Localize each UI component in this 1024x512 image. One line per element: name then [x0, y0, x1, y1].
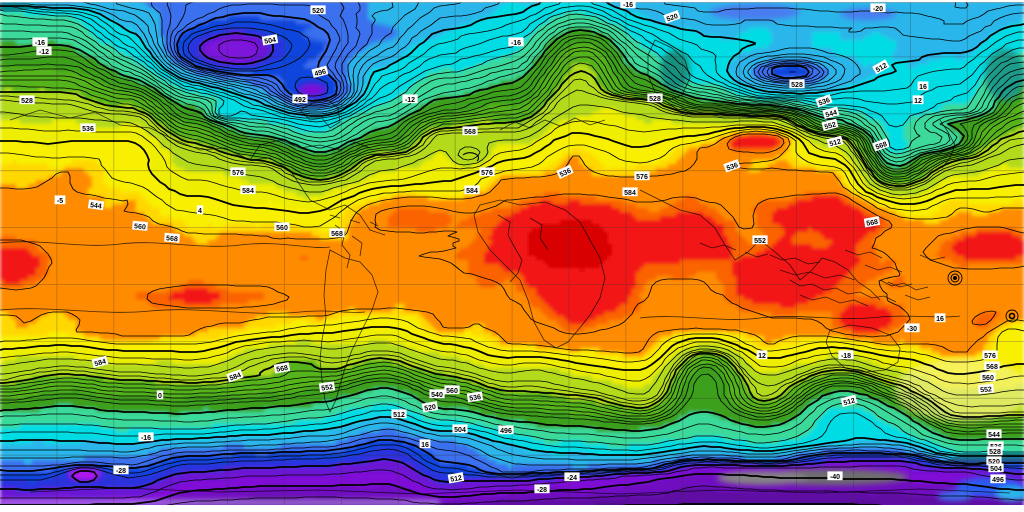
svg-text:520: 520 [988, 459, 1000, 466]
svg-text:560: 560 [446, 388, 458, 395]
svg-text:584: 584 [624, 190, 636, 197]
svg-text:560: 560 [276, 225, 288, 232]
svg-text:504: 504 [454, 427, 466, 434]
svg-text:512: 512 [829, 138, 842, 148]
svg-text:568: 568 [875, 141, 888, 152]
svg-text:544: 544 [825, 109, 838, 119]
svg-text:568: 568 [986, 364, 998, 371]
svg-text:520: 520 [666, 13, 679, 24]
svg-text:568: 568 [166, 235, 178, 243]
svg-text:16: 16 [936, 316, 944, 323]
svg-text:528: 528 [791, 82, 803, 89]
svg-text:560: 560 [134, 223, 146, 231]
svg-text:12: 12 [758, 353, 766, 360]
svg-text:-12: -12 [405, 97, 415, 104]
svg-text:16: 16 [919, 84, 927, 91]
svg-text:512: 512 [843, 397, 856, 407]
svg-text:584: 584 [242, 188, 254, 195]
svg-text:536: 536 [559, 167, 573, 178]
svg-text:512: 512 [393, 412, 405, 419]
svg-text:512: 512 [450, 475, 463, 484]
svg-text:-16: -16 [511, 40, 521, 47]
svg-text:-20: -20 [873, 6, 883, 13]
svg-text:568: 568 [866, 219, 879, 228]
svg-text:520: 520 [312, 8, 324, 15]
svg-text:528: 528 [989, 449, 1001, 456]
svg-text:560: 560 [982, 375, 994, 382]
svg-text:12: 12 [914, 98, 922, 105]
svg-text:0: 0 [158, 393, 162, 400]
svg-text:568: 568 [331, 231, 343, 238]
svg-text:544: 544 [90, 202, 103, 211]
svg-text:536: 536 [818, 97, 831, 108]
svg-text:584: 584 [466, 188, 478, 195]
svg-text:504: 504 [264, 37, 277, 46]
svg-text:576: 576 [636, 174, 648, 181]
svg-text:-28: -28 [116, 468, 126, 475]
svg-text:540: 540 [431, 392, 443, 399]
svg-text:-16: -16 [623, 2, 633, 9]
svg-text:536: 536 [469, 394, 482, 403]
svg-text:496: 496 [992, 477, 1004, 484]
svg-text:552: 552 [321, 384, 334, 393]
svg-text:552: 552 [980, 386, 992, 394]
svg-text:-28: -28 [537, 487, 547, 494]
svg-text:492: 492 [294, 97, 306, 104]
svg-text:-18: -18 [841, 353, 851, 360]
svg-text:584: 584 [229, 372, 242, 383]
svg-text:-30: -30 [907, 326, 917, 333]
svg-text:512: 512 [875, 62, 889, 74]
svg-text:552: 552 [824, 121, 837, 131]
svg-text:504: 504 [990, 466, 1002, 473]
svg-text:-12: -12 [39, 49, 49, 56]
svg-text:584: 584 [94, 358, 107, 368]
svg-text:4: 4 [198, 208, 202, 215]
svg-text:576: 576 [984, 353, 996, 360]
svg-text:-24: -24 [567, 475, 577, 482]
svg-text:16: 16 [421, 442, 429, 449]
svg-text:536: 536 [726, 162, 739, 173]
svg-text:496: 496 [314, 68, 327, 78]
svg-text:536: 536 [82, 126, 94, 133]
svg-text:568: 568 [276, 365, 289, 374]
svg-text:576: 576 [481, 170, 493, 177]
svg-text:496: 496 [500, 428, 512, 435]
svg-text:520: 520 [424, 404, 437, 413]
svg-text:-40: -40 [830, 474, 840, 481]
svg-text:-16: -16 [35, 40, 45, 47]
svg-text:552: 552 [754, 238, 766, 245]
svg-text:568: 568 [464, 129, 476, 136]
svg-text:544: 544 [988, 432, 1000, 439]
svg-text:-5: -5 [57, 198, 63, 205]
svg-text:576: 576 [232, 170, 244, 177]
svg-text:-16: -16 [141, 435, 151, 442]
svg-text:528: 528 [649, 96, 661, 103]
svg-text:528: 528 [21, 98, 33, 105]
